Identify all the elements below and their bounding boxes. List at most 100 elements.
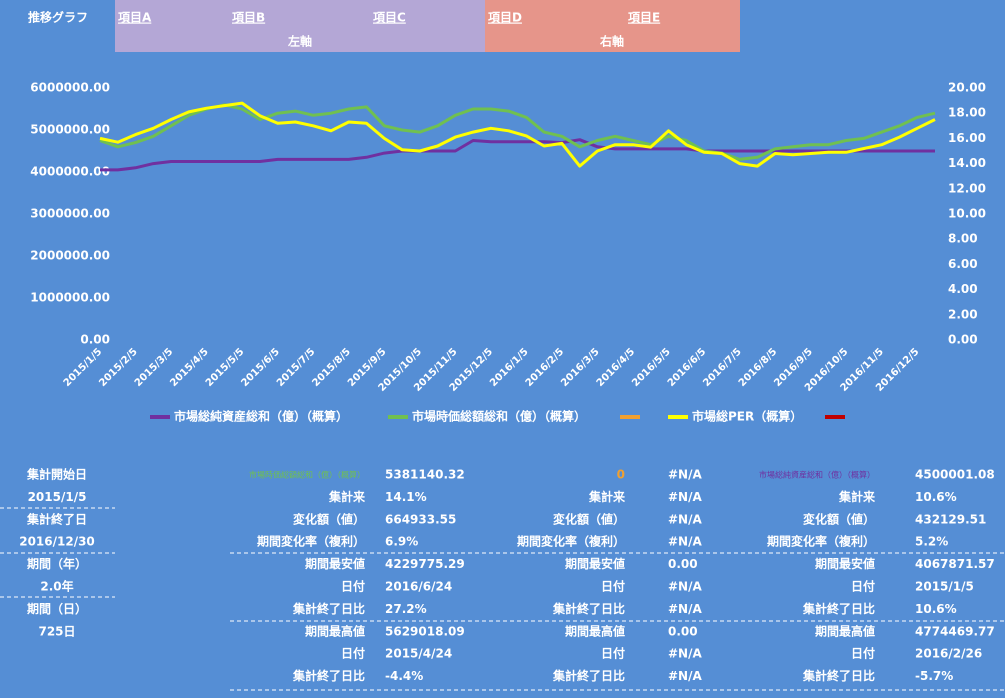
stat-label: 集計終了日比 <box>292 668 365 683</box>
stat-value: 2016/6/24 <box>385 580 452 594</box>
stat-label: 期間変化率（複利） <box>517 534 625 549</box>
stat-value: 4067871.57 <box>915 557 995 571</box>
stat-label: 集計終了日比 <box>552 668 625 683</box>
stat-value: 0.00 <box>668 557 698 571</box>
stat-value: 664933.55 <box>385 512 456 526</box>
stat-value: 2015/4/24 <box>385 647 452 661</box>
stat-value: -4.4% <box>385 669 423 683</box>
group-header: 市場時価総額総和（億）（概算） <box>249 470 365 480</box>
item-link[interactable]: 項目B <box>232 11 265 25</box>
stat-value: 14.1% <box>385 490 427 504</box>
stat-value: #N/A <box>668 580 702 594</box>
stat-label: 変化額（値） <box>293 511 365 526</box>
legend-label: 市場時価総額総和（億）（概算） <box>412 409 586 424</box>
group-header: 0 <box>617 468 625 482</box>
series-line <box>99 101 936 168</box>
stat-value: 4229775.29 <box>385 557 465 571</box>
period-cell: 725日 <box>38 624 75 638</box>
y-tick-label: 1000000.00 <box>30 291 110 305</box>
period-cell: 集計終了日 <box>26 511 87 526</box>
stat-label: 期間変化率（複利） <box>767 534 875 549</box>
period-cell: 集計開始日 <box>26 467 87 482</box>
stat-value: 4774469.77 <box>915 624 995 638</box>
y2-tick-label: 10.00 <box>948 207 986 221</box>
y-tick-label: 0.00 <box>80 333 110 347</box>
sheet-title: 推移グラフ <box>28 10 88 25</box>
y2-tick-label: 0.00 <box>948 333 978 347</box>
stat-label: 日付 <box>341 646 365 661</box>
stat-value: #N/A <box>668 647 702 661</box>
stat-value: 5629018.09 <box>385 624 465 638</box>
y-tick-label: 2000000.00 <box>30 249 110 263</box>
stat-label: 期間最高値 <box>815 623 875 638</box>
stat-label: 日付 <box>601 579 625 594</box>
series-line <box>99 103 936 161</box>
stat-value: 27.2% <box>385 602 427 616</box>
item-link[interactable]: 項目C <box>373 11 406 25</box>
stat-label: 期間最安値 <box>815 556 875 571</box>
stat-label: 期間最高値 <box>565 623 625 638</box>
y2-tick-label: 6.00 <box>948 257 978 271</box>
stat-value: 0.00 <box>668 624 698 638</box>
stat-value: #N/A <box>668 669 702 683</box>
period-cell: 2.0年 <box>40 579 73 594</box>
y2-tick-label: 14.00 <box>948 156 986 170</box>
stat-value: #N/A <box>668 512 702 526</box>
stat-value: #N/A <box>668 535 702 549</box>
period-cell: 期間（日） <box>27 601 87 616</box>
stat-label: 期間変化率（複利） <box>257 534 365 549</box>
y-tick-label: 3000000.00 <box>30 207 110 221</box>
stat-label: 集計終了日比 <box>552 601 625 616</box>
series-line <box>100 138 935 172</box>
y2-tick-label: 20.00 <box>948 81 986 95</box>
stat-label: 日付 <box>851 646 875 661</box>
stat-label: 期間最安値 <box>565 556 625 571</box>
y-tick-label: 5000000.00 <box>30 123 110 137</box>
item-link[interactable]: 項目A <box>118 11 152 25</box>
stat-label: 期間最高値 <box>305 623 365 638</box>
y2-tick-label: 12.00 <box>948 181 986 195</box>
y2-tick-label: 2.00 <box>948 307 978 321</box>
period-cell: 期間（年） <box>27 556 87 571</box>
stat-value: 5.2% <box>915 535 948 549</box>
left-axis-block <box>115 0 485 52</box>
group-latest: 4500001.08 <box>915 468 995 482</box>
stat-value: 10.6% <box>915 602 957 616</box>
group-header: 市場総純資産総和（億）（概算） <box>759 470 875 480</box>
stat-label: 集計終了日比 <box>802 668 875 683</box>
group-latest: 5381140.32 <box>385 468 465 482</box>
stat-value: #N/A <box>668 490 702 504</box>
y2-tick-label: 4.00 <box>948 282 978 296</box>
legend-label: 市場総純資産総和（億）（概算） <box>174 409 348 424</box>
item-link[interactable]: 項目D <box>488 11 522 25</box>
stat-value: 6.9% <box>385 535 418 549</box>
y-tick-label: 4000000.00 <box>30 165 110 179</box>
legend-label: 市場総PER（概算） <box>692 409 802 424</box>
stat-value: 10.6% <box>915 490 957 504</box>
y-tick-label: 6000000.00 <box>30 81 110 95</box>
right-axis-block <box>485 0 740 52</box>
stat-value: -5.7% <box>915 669 953 683</box>
y2-tick-label: 8.00 <box>948 232 978 246</box>
stat-label: 集計終了日比 <box>292 601 365 616</box>
stat-label: 日付 <box>851 579 875 594</box>
stat-label: 期間最安値 <box>305 556 365 571</box>
stat-value: 432129.51 <box>915 512 986 526</box>
stat-label: 変化額（値） <box>553 511 625 526</box>
stat-value: #N/A <box>668 602 702 616</box>
stat-label: 変化額（値） <box>803 511 875 526</box>
y2-tick-label: 16.00 <box>948 131 986 145</box>
group-latest: #N/A <box>668 468 702 482</box>
stat-value: 2015/1/5 <box>915 580 974 594</box>
stat-label: 集計終了日比 <box>802 601 875 616</box>
period-cell: 2015/1/5 <box>28 490 87 504</box>
axis-label: 右軸 <box>599 34 624 49</box>
stat-label: 日付 <box>601 646 625 661</box>
stat-value: 2016/2/26 <box>915 647 982 661</box>
stat-label: 集計来 <box>328 489 366 504</box>
y2-tick-label: 18.00 <box>948 106 986 120</box>
axis-label: 左軸 <box>287 34 312 49</box>
item-link[interactable]: 項目E <box>628 11 660 25</box>
